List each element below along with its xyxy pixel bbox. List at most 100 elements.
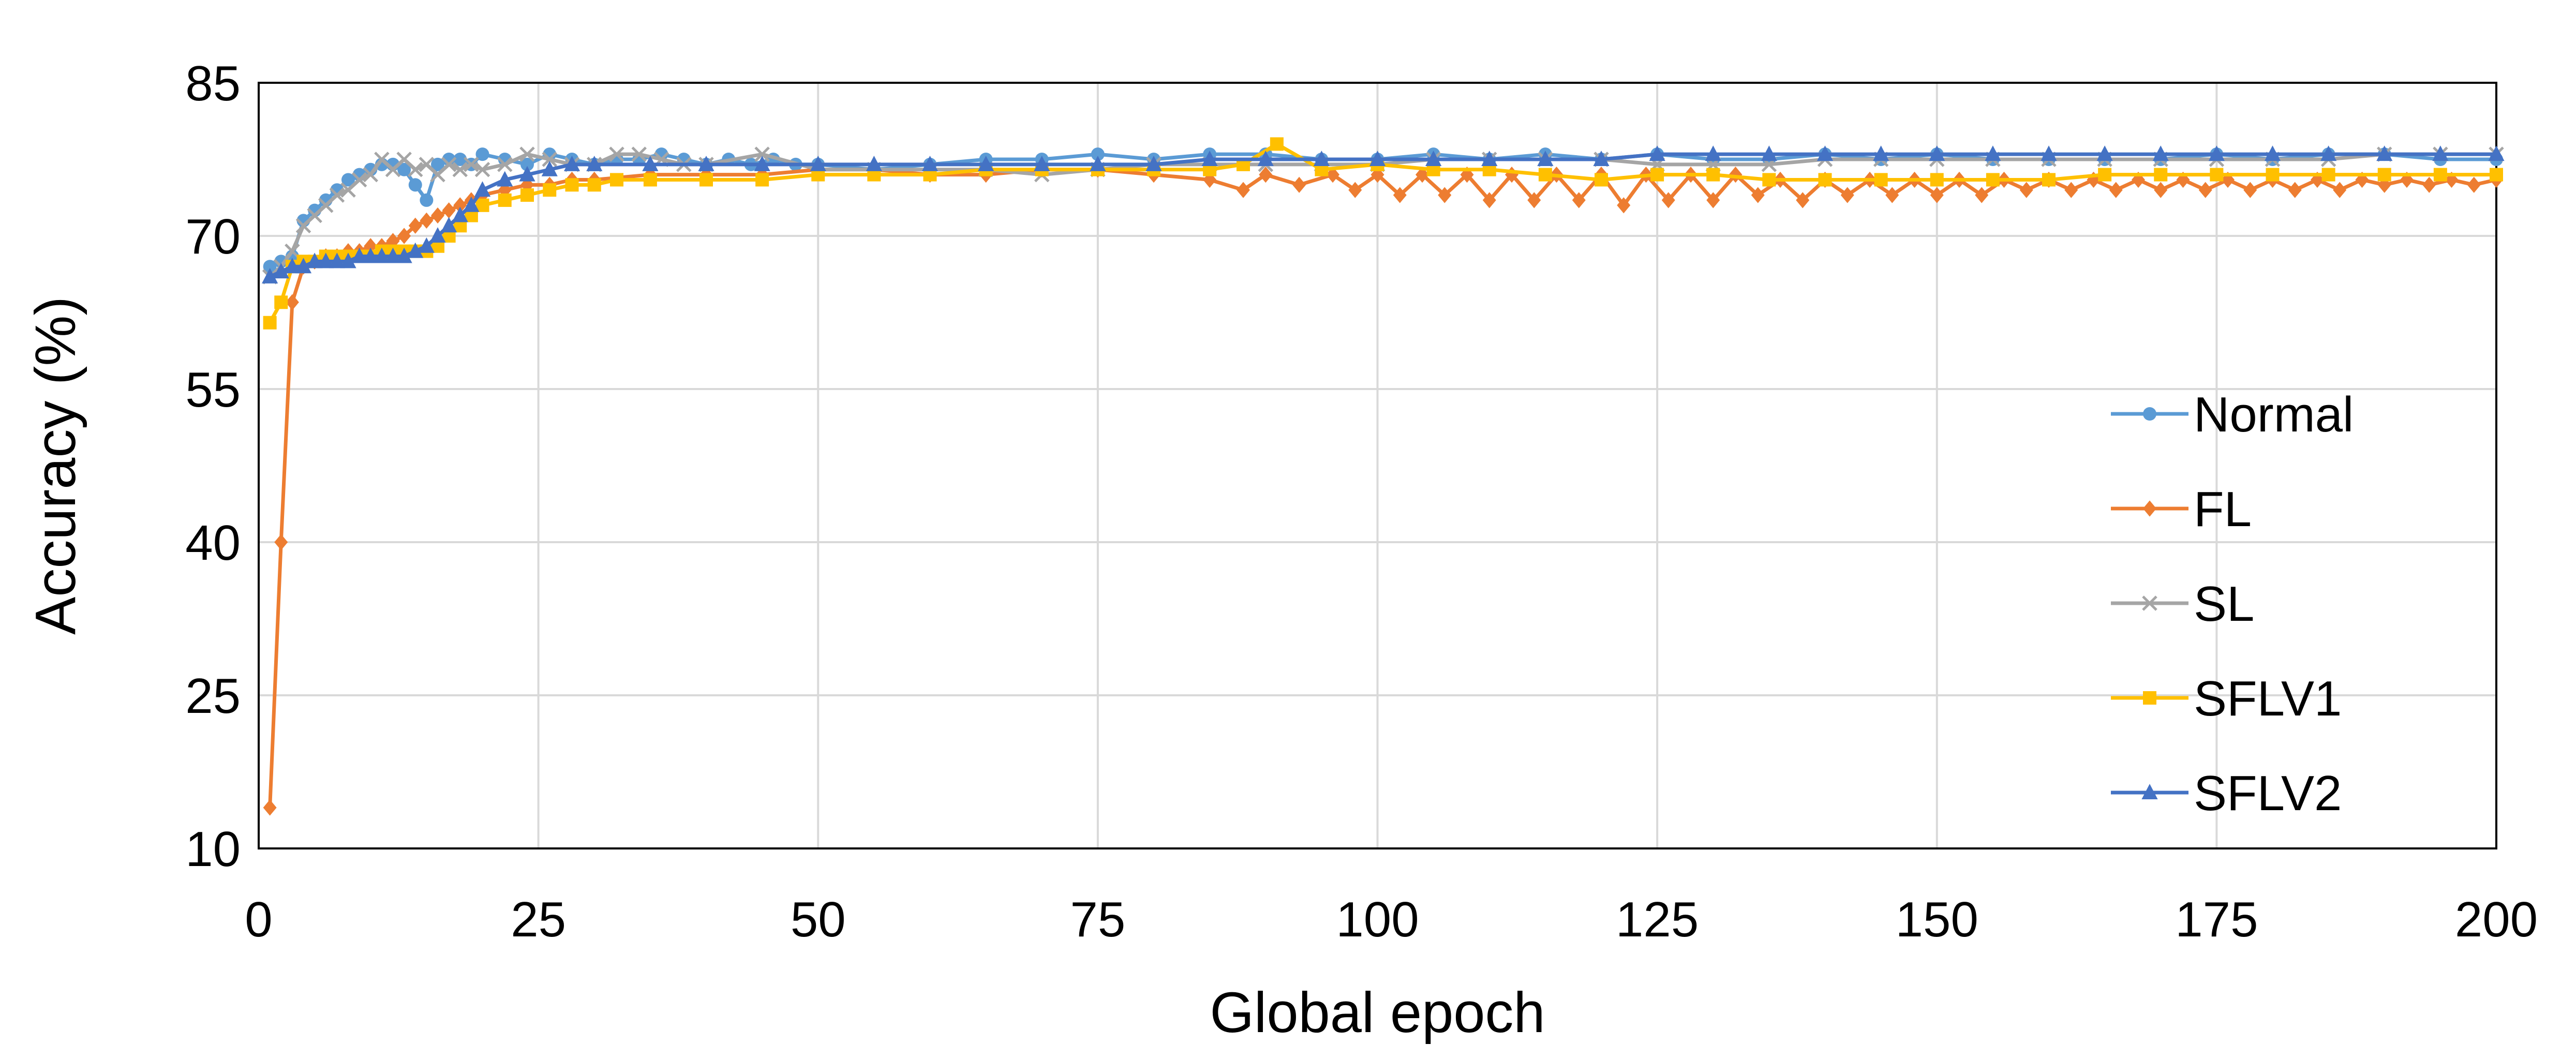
data-point-sflv2 [1481,151,1498,166]
data-point-normal [263,260,277,274]
data-point-sflv1 [274,295,288,309]
legend-marker-normal [2143,407,2156,421]
data-point-sflv2 [463,196,480,212]
data-point-sflv1 [1538,168,1552,182]
data-point-fl [2154,182,2168,198]
data-point-fl [431,207,444,224]
data-point-sl [351,172,367,188]
data-point-normal [1091,147,1105,161]
data-point-sflv2 [306,252,323,269]
data-point-fl [1259,167,1273,183]
x-tick-label: 200 [2455,892,2538,947]
legend-marker-sl [2142,595,2157,611]
data-point-fl [1661,192,1675,208]
data-point-fl [1371,167,1384,183]
data-point-sflv1 [1818,173,1832,187]
data-point-sflv1 [1930,173,1944,187]
x-tick-label: 50 [791,892,846,947]
data-point-sl [754,146,770,162]
data-point-fl [420,212,434,229]
data-point-sflv2 [2264,145,2281,161]
data-point-sflv2 [429,227,446,243]
data-point-fl [2422,176,2436,193]
data-point-sl [519,146,535,162]
data-point-sflv2 [754,155,770,171]
data-point-sflv2 [1090,155,1106,171]
data-point-sflv2 [1593,151,1610,166]
data-point-normal [453,153,467,166]
data-point-sflv1 [755,173,769,187]
data-point-sflv2 [978,155,994,171]
data-point-sflv2 [1761,145,1777,161]
data-point-fl [1885,187,1899,203]
data-point-sflv1 [2433,168,2447,182]
data-point-normal [397,162,411,176]
data-point-sflv2 [1929,145,1945,161]
data-point-sflv2 [273,263,289,279]
data-point-sflv2 [519,166,535,182]
data-point-sflv1 [1595,173,1608,187]
data-point-sflv2 [698,155,714,171]
data-point-sflv1 [263,316,277,330]
legend-marker-sflv2 [2141,784,2158,799]
data-point-sl [363,167,379,183]
data-point-sflv1 [1706,168,1720,182]
data-point-sflv2 [642,155,659,171]
data-point-normal [420,193,434,207]
data-point-sflv2 [407,242,424,258]
data-point-fl [1930,187,1944,203]
data-point-sflv2 [1649,145,1665,161]
data-point-fl [1527,192,1541,208]
data-point-fl [1460,167,1474,183]
data-point-sflv2 [586,155,603,171]
data-point-normal [431,157,444,171]
data-point-fl [1393,187,1407,203]
legend-label: SFLV1 [2194,671,2342,726]
data-point-normal [520,157,534,171]
y-tick-label: 70 [185,209,241,264]
data-point-sflv2 [2376,145,2393,161]
data-point-sl [631,146,647,162]
y-axis-ticks: 10 25 40 55 70 85 [185,56,241,877]
data-point-fl [1348,182,1362,198]
data-point-sflv1 [1650,168,1664,182]
data-point-sl [609,146,624,162]
data-point-sflv1 [2490,168,2503,182]
legend-label: SFLV2 [2194,766,2342,821]
x-axis-ticks: 0 25 50 75 100 125 150 175 200 [245,892,2538,947]
legend-item-sl: SL [2111,576,2254,632]
y-tick-label: 25 [185,668,241,724]
data-point-fl [453,197,467,214]
legend-item-normal: Normal [2111,387,2354,442]
data-point-fl [408,217,422,234]
data-point-normal [408,178,422,192]
data-point-sflv2 [2488,145,2505,161]
data-point-sflv2 [362,247,379,263]
data-point-sflv2 [329,252,345,269]
data-point-sflv2 [351,247,368,263]
data-point-sflv2 [1425,151,1442,166]
data-point-normal [475,147,489,161]
data-point-sl [441,157,457,172]
data-point-fl [1237,182,1250,198]
data-point-normal [341,173,355,187]
data-point-sflv2 [1257,151,1274,166]
legend-item-sflv2: SFLV2 [2111,766,2342,821]
data-point-fl [2288,182,2302,198]
data-point-fl [2467,176,2481,193]
data-point-sflv1 [699,173,713,187]
data-point-sflv1 [1986,173,2000,187]
data-point-sflv2 [2096,145,2113,161]
plot-area-frame [258,82,2497,849]
data-point-fl [1292,176,1306,193]
data-point-sflv2 [262,268,278,284]
data-point-sflv2 [2208,145,2225,161]
data-point-fl [1572,192,1586,208]
legend-item-fl: FL [2111,482,2252,537]
y-tick-label: 40 [185,515,241,571]
data-point-fl [2377,176,2391,193]
data-point-fl [285,294,299,310]
data-point-sflv2 [1705,145,1721,161]
data-point-sflv2 [384,247,401,263]
data-point-sflv2 [1873,145,1889,161]
